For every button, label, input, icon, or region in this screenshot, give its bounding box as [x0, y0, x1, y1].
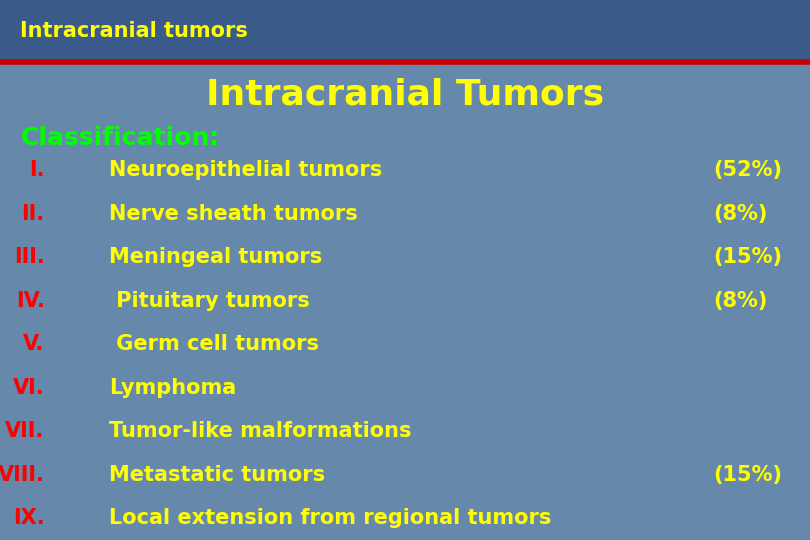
Text: Local extension from regional tumors: Local extension from regional tumors	[109, 508, 552, 529]
Text: Intracranial Tumors: Intracranial Tumors	[206, 78, 604, 111]
Text: Pituitary tumors: Pituitary tumors	[109, 291, 310, 310]
Text: VI.: VI.	[13, 378, 45, 398]
Text: II.: II.	[21, 204, 45, 224]
Text: Neuroepithelial tumors: Neuroepithelial tumors	[109, 160, 382, 180]
Text: Intracranial tumors: Intracranial tumors	[20, 21, 248, 41]
Text: Metastatic tumors: Metastatic tumors	[109, 465, 326, 485]
Text: VII.: VII.	[6, 421, 45, 441]
Text: IV.: IV.	[15, 291, 45, 310]
Text: Classification:: Classification:	[20, 126, 220, 150]
Text: Nerve sheath tumors: Nerve sheath tumors	[109, 204, 358, 224]
Text: Lymphoma: Lymphoma	[109, 378, 237, 398]
Text: (8%): (8%)	[713, 204, 767, 224]
Bar	[0, 0, 810, 62]
Text: (15%): (15%)	[713, 247, 782, 267]
Text: VIII.: VIII.	[0, 465, 45, 485]
Text: Tumor-like malformations: Tumor-like malformations	[109, 421, 411, 441]
Text: (15%): (15%)	[713, 465, 782, 485]
Text: (8%): (8%)	[713, 291, 767, 310]
Text: IX.: IX.	[13, 508, 45, 529]
Text: Meningeal tumors: Meningeal tumors	[109, 247, 322, 267]
Text: I.: I.	[29, 160, 45, 180]
Text: V.: V.	[23, 334, 45, 354]
Text: (52%): (52%)	[713, 160, 782, 180]
Text: III.: III.	[14, 247, 45, 267]
Text: Germ cell tumors: Germ cell tumors	[109, 334, 319, 354]
